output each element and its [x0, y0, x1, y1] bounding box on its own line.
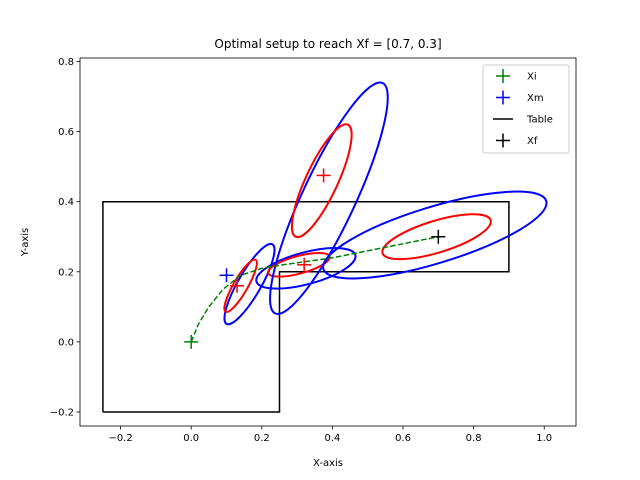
y-tick-label: 0.0	[58, 337, 74, 348]
legend-handle-xf	[496, 133, 510, 148]
x-tick-label: 0.8	[466, 433, 482, 444]
legend-handle-xm	[496, 90, 510, 105]
legend-label-xf: Xf	[527, 136, 538, 147]
legend-handle-xi	[496, 69, 510, 83]
inner-marker-1	[230, 278, 245, 293]
y-tick-label: −0.2	[50, 407, 74, 418]
outer-ellipse-4	[322, 190, 548, 280]
y-tick-label: 0.2	[58, 267, 74, 278]
y-axis-label: Y-axis	[20, 228, 31, 258]
trajectory-line	[190, 235, 439, 343]
x-tick-label: 0.6	[395, 433, 411, 444]
x-axis-ticks: −0.2 0.0 0.2 0.4 0.6 0.8 1.0	[108, 426, 552, 444]
y-tick-label: 0.8	[58, 57, 74, 68]
x-tick-label: 0.4	[324, 433, 340, 444]
chart-title: Optimal setup to reach Xf = [0.7, 0.3]	[214, 37, 441, 51]
legend-label-table: Table	[526, 115, 553, 126]
legend-label-xi: Xi	[527, 72, 537, 83]
inner-ellipse-3	[290, 123, 353, 239]
axes-frame	[79, 57, 577, 427]
table-outline	[102, 200, 510, 413]
inner-ellipse-1	[223, 258, 258, 314]
x-axis-label: X-axis	[313, 458, 343, 469]
legend-box	[482, 64, 570, 154]
outer-ellipse-3	[269, 81, 389, 315]
legend: Xi Xm Table Xf	[482, 64, 570, 154]
inner-marker-3	[316, 168, 331, 183]
inner-ellipse-4	[381, 213, 492, 261]
inner-marker-2	[297, 257, 312, 272]
y-axis-ticks: −0.2 0.0 0.2 0.4 0.6 0.8	[50, 57, 80, 418]
x-tick-label: −0.2	[108, 433, 132, 444]
legend-label-xm: Xm	[527, 93, 544, 104]
y-tick-label: 0.6	[58, 127, 74, 138]
x-tick-label: 1.0	[536, 433, 552, 444]
outer-ellipse-1	[223, 242, 276, 326]
x-tick-label: 0.0	[183, 433, 199, 444]
plot-content	[102, 81, 548, 413]
x-tick-label: 0.2	[254, 433, 270, 444]
xf-marker	[431, 229, 446, 244]
y-tick-label: 0.4	[58, 197, 74, 208]
xm-marker	[219, 268, 234, 283]
xi-marker	[184, 334, 199, 349]
